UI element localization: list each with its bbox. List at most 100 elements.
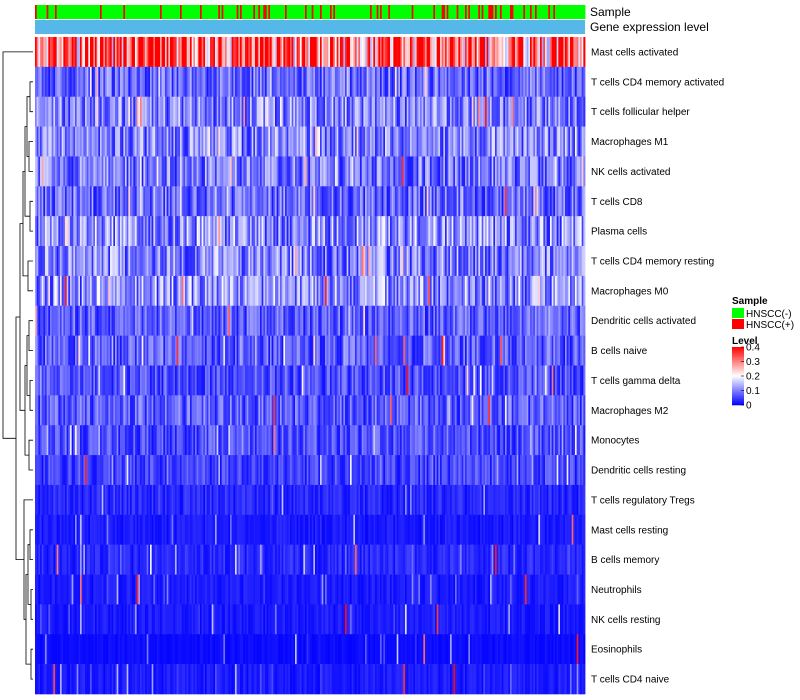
heatmap-cell [36, 305, 39, 336]
heatmap-cell [325, 156, 328, 187]
heatmap-cell [211, 365, 214, 396]
heatmap-cell [88, 96, 91, 127]
heatmap-cell [148, 96, 151, 127]
heatmap-cell [571, 37, 574, 68]
heatmap-cell [191, 216, 194, 247]
sample-annotation-cell [288, 5, 291, 19]
heatmap-cell [223, 96, 226, 127]
heatmap-cell [358, 365, 361, 396]
heatmap-cell [128, 275, 131, 307]
heatmap-cell [61, 455, 64, 486]
heatmap-cell [483, 395, 486, 426]
heatmap-cell [526, 275, 529, 307]
heatmap-cell [145, 365, 148, 396]
heatmap-cell [285, 37, 288, 68]
heatmap-cell [481, 156, 484, 187]
heatmap-cell [101, 96, 104, 127]
heatmap-cell [360, 37, 363, 68]
heatmap-cell [358, 275, 361, 307]
heatmap-cell [128, 335, 131, 366]
heatmap-cell [248, 365, 251, 396]
sample-annotation-cell [340, 5, 343, 19]
heatmap-cell [276, 96, 279, 127]
heatmap-cell [96, 216, 99, 247]
heatmap-cell [328, 126, 331, 157]
heatmap-cell [503, 275, 506, 307]
heatmap-cell [343, 156, 346, 187]
heatmap-cell [68, 156, 71, 187]
heatmap-cell [403, 96, 406, 127]
heatmap-cell [98, 395, 101, 426]
heatmap-cell [51, 186, 54, 217]
heatmap-cell [335, 246, 338, 277]
heatmap-cell [506, 156, 509, 187]
heatmap-cell [148, 275, 151, 307]
heatmap-cell [313, 96, 316, 127]
heatmap-cell [390, 126, 393, 157]
heatmap-cell [131, 37, 134, 68]
heatmap-cell [573, 335, 576, 366]
heatmap-cell [188, 395, 191, 426]
heatmap-cell [416, 37, 419, 68]
heatmap-cell [376, 126, 379, 157]
heatmap-cell [56, 425, 59, 456]
sample-annotation-cell [413, 5, 416, 19]
heatmap-cell [548, 186, 551, 217]
heatmap-cell [151, 186, 154, 217]
heatmap-cell [526, 305, 529, 336]
heatmap-cell [481, 96, 484, 127]
heatmap-cell [228, 156, 231, 187]
heatmap-cell [395, 305, 398, 336]
heatmap-cell [355, 126, 358, 157]
heatmap-cell [130, 246, 133, 277]
heatmap-cell [250, 216, 253, 247]
heatmap-cell [121, 216, 124, 247]
heatmap-cell [96, 246, 99, 277]
heatmap-cell [418, 365, 421, 396]
heatmap-cell [533, 126, 536, 157]
heatmap-cell [78, 335, 81, 366]
heatmap-cell [480, 216, 483, 247]
heatmap-cell [373, 335, 376, 366]
heatmap-cell [128, 395, 131, 426]
heatmap-cell [493, 186, 496, 217]
heatmap-cell [185, 365, 188, 396]
heatmap-cell [305, 37, 308, 68]
heatmap-cell [423, 365, 426, 396]
heatmap-cell [500, 365, 503, 396]
heatmap-cell [265, 37, 268, 68]
heatmap-cell [205, 96, 208, 127]
heatmap-cell [151, 126, 154, 157]
heatmap-cell [340, 126, 343, 157]
heatmap-cell [183, 66, 186, 98]
heatmap-cell [493, 365, 496, 396]
heatmap-cell [445, 156, 448, 187]
heatmap-cell [323, 96, 326, 127]
heatmap-cell [345, 66, 348, 98]
heatmap-cell [283, 275, 286, 307]
heatmap-cell [265, 216, 268, 247]
heatmap-cell [120, 246, 123, 277]
heatmap-cell [516, 156, 519, 187]
heatmap-cell [451, 156, 454, 187]
sample-annotation-cell [168, 5, 171, 19]
heatmap-cell [451, 186, 454, 217]
heatmap-cell [326, 395, 329, 426]
heatmap-cell [515, 186, 518, 217]
heatmap-cell [386, 216, 389, 247]
heatmap-cell [421, 156, 424, 187]
heatmap-cell [388, 395, 391, 426]
heatmap-cell [406, 305, 409, 336]
heatmap-cell [78, 395, 81, 426]
heatmap-cell [158, 156, 161, 187]
heatmap-cell [285, 216, 288, 247]
heatmap-cell [155, 395, 158, 426]
heatmap-cell [516, 305, 519, 336]
sample-annotation-cell [263, 5, 266, 19]
heatmap-cell [238, 66, 241, 98]
heatmap-cell [415, 66, 418, 98]
heatmap-cell [190, 275, 193, 307]
heatmap-cell [151, 156, 154, 187]
heatmap-cell [295, 66, 298, 98]
heatmap-cell [583, 96, 586, 127]
